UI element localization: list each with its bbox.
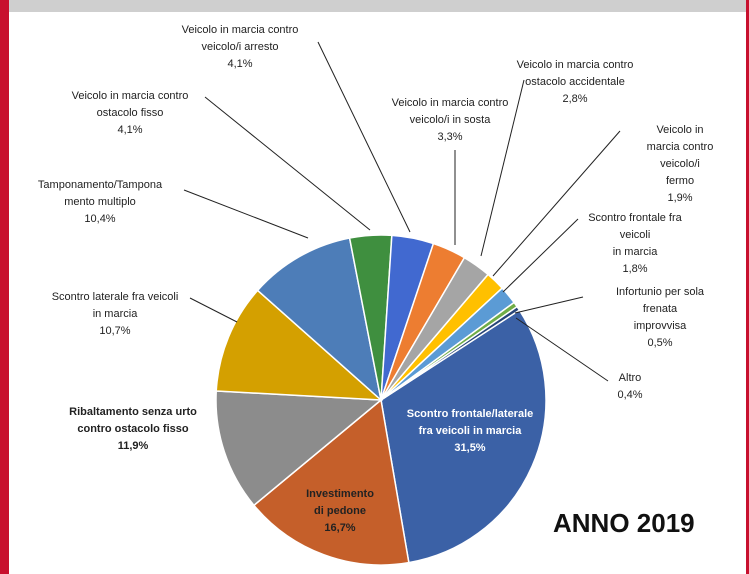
category-label: Scontro laterale fra veicoli in marcia	[51, 291, 179, 320]
value-label: 4,1%	[227, 58, 253, 70]
leader-line	[317, 41, 411, 233]
value-label: 10,7%	[99, 325, 131, 337]
slice-label: Scontro frontale fra veicoli in marcia 1,…	[578, 210, 692, 278]
slice-label: Ribaltamento senza urto contro ostacolo …	[69, 404, 197, 455]
category-label: Veicolo in marcia contro veicolo/i fermo	[646, 124, 714, 187]
leader-line	[204, 96, 371, 231]
category-label: Veicolo in marcia contro ostacolo fisso	[71, 90, 189, 119]
slice-label: Veicolo in marcia contro veicolo/i in so…	[392, 95, 509, 146]
category-label: Scontro frontale fra veicoli in marcia	[588, 212, 682, 258]
slice-label: Veicolo in marcia contro veicolo/i fermo…	[646, 122, 715, 207]
top-band	[0, 0, 749, 12]
leader-line	[502, 218, 579, 293]
slice-label: Veicolo in marcia contro veicolo/i arres…	[182, 22, 299, 73]
value-label: 16,7%	[324, 522, 356, 534]
leader-line	[480, 79, 525, 257]
value-label: 4,1%	[117, 124, 143, 136]
category-label: Tamponamento/Tampona mento multiplo	[37, 179, 163, 208]
pie-slice	[256, 237, 383, 403]
leader-line	[515, 317, 609, 382]
category-label: Infortunio per sola frenata improvvisa	[615, 286, 705, 332]
leader-line	[189, 297, 238, 323]
value-label: 1,8%	[622, 263, 648, 275]
value-label: 0,4%	[617, 389, 643, 401]
value-label: 0,5%	[647, 337, 673, 349]
value-label: 10,4%	[84, 213, 116, 225]
value-label: 11,9%	[117, 440, 149, 452]
category-label: Veicolo in marcia contro veicolo/i in so…	[391, 97, 509, 126]
value-label: 2,8%	[562, 93, 588, 105]
leader-line	[492, 130, 621, 277]
pie-slice	[252, 398, 410, 566]
pie-slice	[215, 289, 384, 401]
value-label: 1,9%	[667, 192, 693, 204]
slice-label: Scontro frontale/laterale fra veicoli in…	[407, 406, 534, 457]
leader-line	[514, 296, 584, 314]
slice-label: Tamponamento/Tampona mento multiplo 10,4%	[38, 177, 162, 228]
right-border	[746, 0, 749, 574]
slice-label: Altro 0,4%	[617, 370, 642, 404]
slice-label: Investimento di pedone 16,7%	[306, 486, 374, 537]
annotation: ANNO 2019	[553, 508, 695, 538]
slice-label: Veicolo in marcia contro ostacolo accide…	[517, 57, 634, 108]
category-label: Scontro frontale/laterale fra veicoli in…	[406, 408, 534, 437]
category-label: Investimento di pedone	[306, 488, 374, 517]
category-label: Veicolo in marcia contro veicolo/i arres…	[181, 24, 299, 53]
slice-label: Scontro laterale fra veicoli in marcia 10…	[52, 289, 179, 340]
category-label: Veicolo in marcia contro ostacolo accide…	[516, 59, 634, 88]
leader-line	[183, 189, 309, 239]
value-label: 3,3%	[437, 131, 463, 143]
value-label: 31,5%	[454, 442, 486, 454]
slice-label: Veicolo in marcia contro ostacolo fisso 4…	[72, 88, 189, 139]
pie-slice	[380, 305, 521, 401]
pie-slice	[215, 390, 383, 507]
left-border	[0, 0, 9, 574]
category-label: Ribaltamento senza urto contro ostacolo …	[69, 406, 197, 435]
slice-label: Infortunio per sola frenata improvvisa 0,…	[616, 284, 705, 352]
category-label: Altro	[618, 372, 642, 384]
